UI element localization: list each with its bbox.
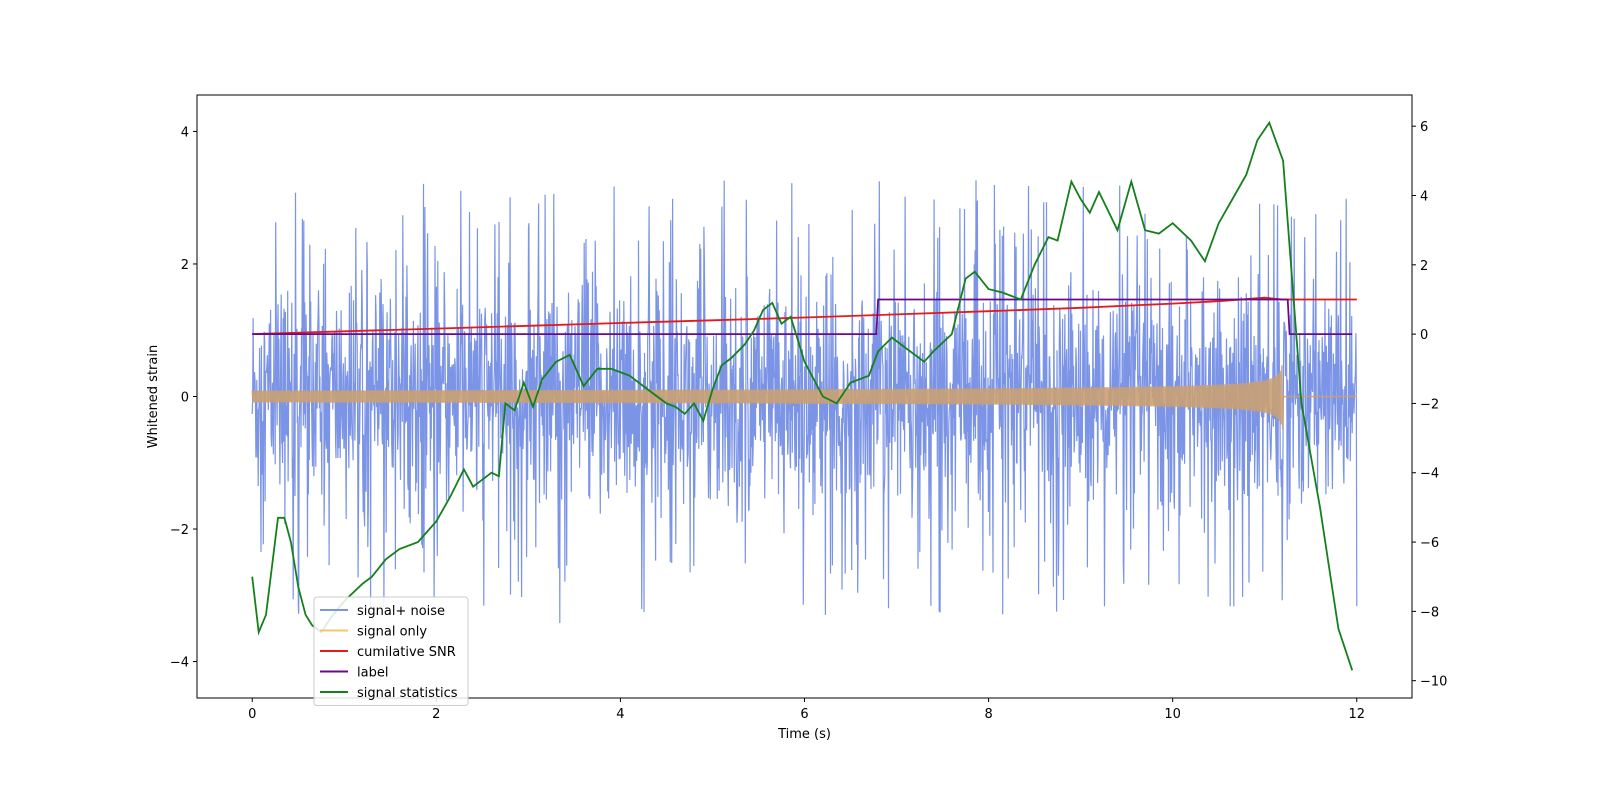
x-tick-label: 0: [248, 707, 256, 722]
y2-tick-label: −10: [1420, 675, 1447, 690]
y-axis-left: −4 −2 0 2 4: [170, 125, 197, 671]
x-tick-label: 4: [616, 707, 624, 722]
y-tick-label: −4: [170, 656, 189, 671]
signal-statistics-line: [251, 120, 1354, 671]
x-axis-label: Time (s): [777, 727, 831, 742]
x-tick-label: 12: [1348, 707, 1365, 722]
y-axis-label: Whitened strain: [146, 345, 161, 448]
x-axis: 0 2 4 6 8 10 12: [248, 698, 1365, 722]
y2-tick-label: 0: [1420, 328, 1428, 343]
y2-tick-label: 6: [1420, 120, 1428, 135]
signal-only-line: [251, 365, 1357, 430]
legend-label: label: [357, 666, 388, 681]
legend-label: signal+ noise: [357, 604, 445, 619]
y-axis-right: −10 −8 −6 −4 −2 0 2 4 6: [1412, 120, 1447, 690]
x-tick-label: 10: [1164, 707, 1181, 722]
y-tick-label: 4: [181, 125, 189, 140]
x-tick-label: 8: [984, 707, 992, 722]
x-tick-label: 6: [800, 707, 808, 722]
y-tick-label: 0: [181, 391, 189, 406]
y2-tick-label: −6: [1420, 536, 1439, 551]
x-tick-label: 2: [432, 707, 440, 722]
legend-label: signal statistics: [357, 686, 458, 701]
legend-label: cumilative SNR: [357, 645, 456, 660]
y2-tick-label: 4: [1420, 190, 1428, 205]
y-tick-label: 2: [181, 258, 189, 273]
y2-tick-label: −8: [1420, 605, 1439, 620]
legend-box: [313, 596, 469, 706]
legend: signal+ noise signal only cumilative SNR la…: [313, 596, 469, 706]
y-tick-label: −2: [170, 523, 189, 538]
y2-tick-label: −4: [1420, 467, 1439, 482]
legend-label: signal only: [357, 625, 427, 640]
plot-area: [251, 120, 1358, 671]
label-line: [252, 298, 1353, 335]
y2-tick-label: −2: [1420, 397, 1439, 412]
y2-tick-label: 2: [1420, 259, 1428, 274]
